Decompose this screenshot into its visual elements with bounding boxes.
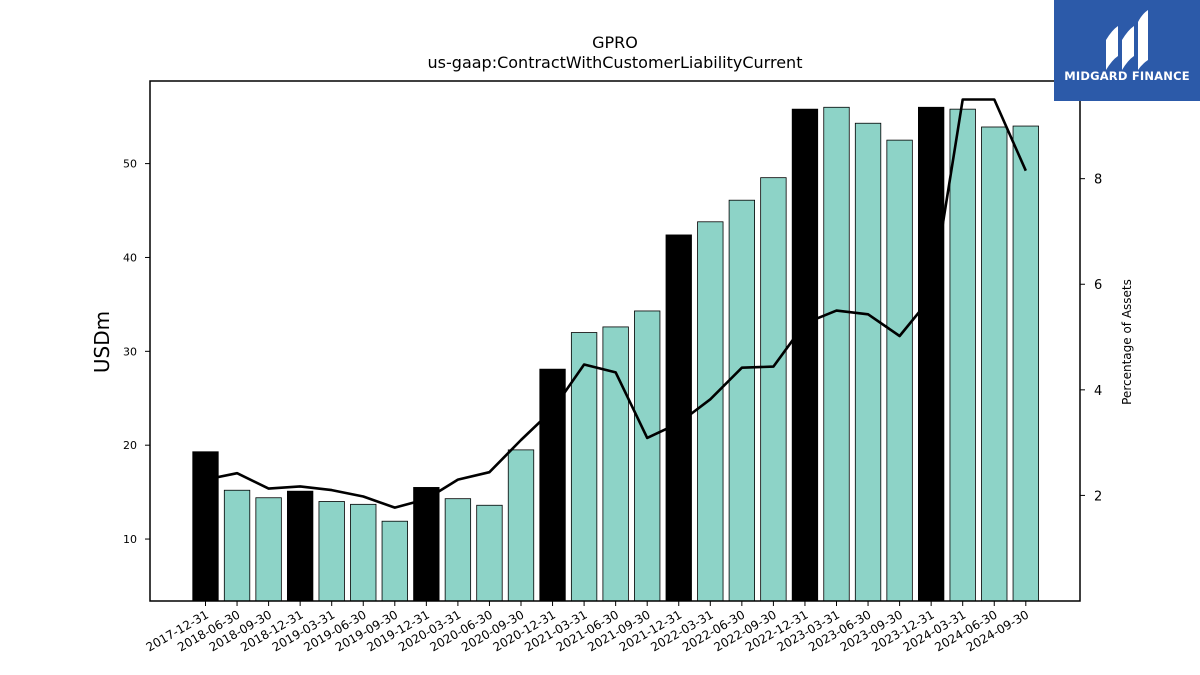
bar-2019-09-30: [381, 520, 408, 602]
bar-2022-09-30: [760, 177, 787, 602]
bar-2022-12-31: [791, 108, 819, 602]
bar-2021-09-30: [634, 310, 661, 602]
bar-2020-06-30: [476, 504, 503, 602]
bar-2023-03-31: [823, 106, 850, 602]
y-tick-label: 30: [123, 345, 137, 358]
y2-tick-label: 6: [1094, 278, 1102, 293]
bar-2018-09-30: [255, 497, 282, 602]
bar-2018-12-31: [286, 490, 314, 602]
chart-subtitle: us-gaap:ContractWithCustomerLiabilityCur…: [428, 53, 803, 72]
logo-brand-text: MIDGARD FINANCE: [1064, 69, 1190, 83]
bar-2023-06-30: [854, 122, 882, 602]
bar-2022-03-31: [697, 221, 724, 602]
brand-logo: MIDGARD FINANCE: [1054, 0, 1200, 101]
bar-2019-03-31: [318, 501, 345, 602]
plot-frame: [149, 80, 1081, 602]
bar-2019-12-31: [413, 487, 440, 602]
bar-2023-12-31: [918, 106, 945, 602]
bar-2020-12-31: [539, 368, 566, 602]
y-tick-label: 10: [123, 533, 137, 546]
bar-2019-06-30: [350, 503, 377, 602]
y2-axis-label: Percentage of Assets: [1120, 279, 1134, 405]
y2-tick-label: 8: [1094, 173, 1102, 188]
logo-mark-icon: [1106, 10, 1148, 70]
bar-2021-06-30: [602, 326, 629, 602]
percent-of-assets-line: [205, 98, 1027, 509]
y-tick-label: 50: [123, 158, 137, 171]
bar-2024-06-30: [981, 126, 1008, 602]
y-axis-label: USDm: [90, 311, 114, 373]
bar-2017-12-31: [192, 451, 219, 602]
bar-2024-03-31: [949, 108, 976, 602]
bar-2022-06-30: [728, 199, 755, 602]
bar-2023-09-30: [886, 139, 913, 602]
bar-2024-09-30: [1012, 125, 1039, 602]
chart-title: GPRO: [592, 33, 638, 52]
bars-layer: [192, 106, 1039, 602]
line-layer: [205, 98, 1027, 509]
bar-2021-03-31: [570, 332, 598, 602]
bar-2020-03-31: [444, 498, 472, 602]
y2-tick-label: 4: [1094, 384, 1102, 399]
y-tick-label: 40: [123, 251, 137, 264]
y-tick-label: 20: [123, 439, 137, 452]
bar-2018-06-30: [223, 489, 251, 602]
y2-tick-label: 2: [1094, 489, 1102, 504]
bar-2020-09-30: [507, 449, 535, 602]
